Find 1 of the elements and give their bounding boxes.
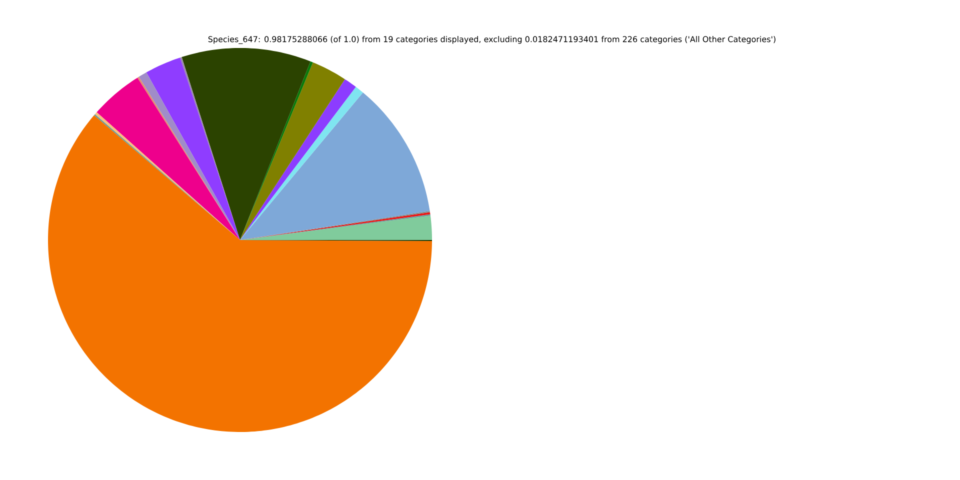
text: Species_647: 0.98175288066 (of 1.0) from 19 categories displayed, excluding 0.0182471193401 from 226 categories ('All Other Categories'): [208, 36, 776, 44]
